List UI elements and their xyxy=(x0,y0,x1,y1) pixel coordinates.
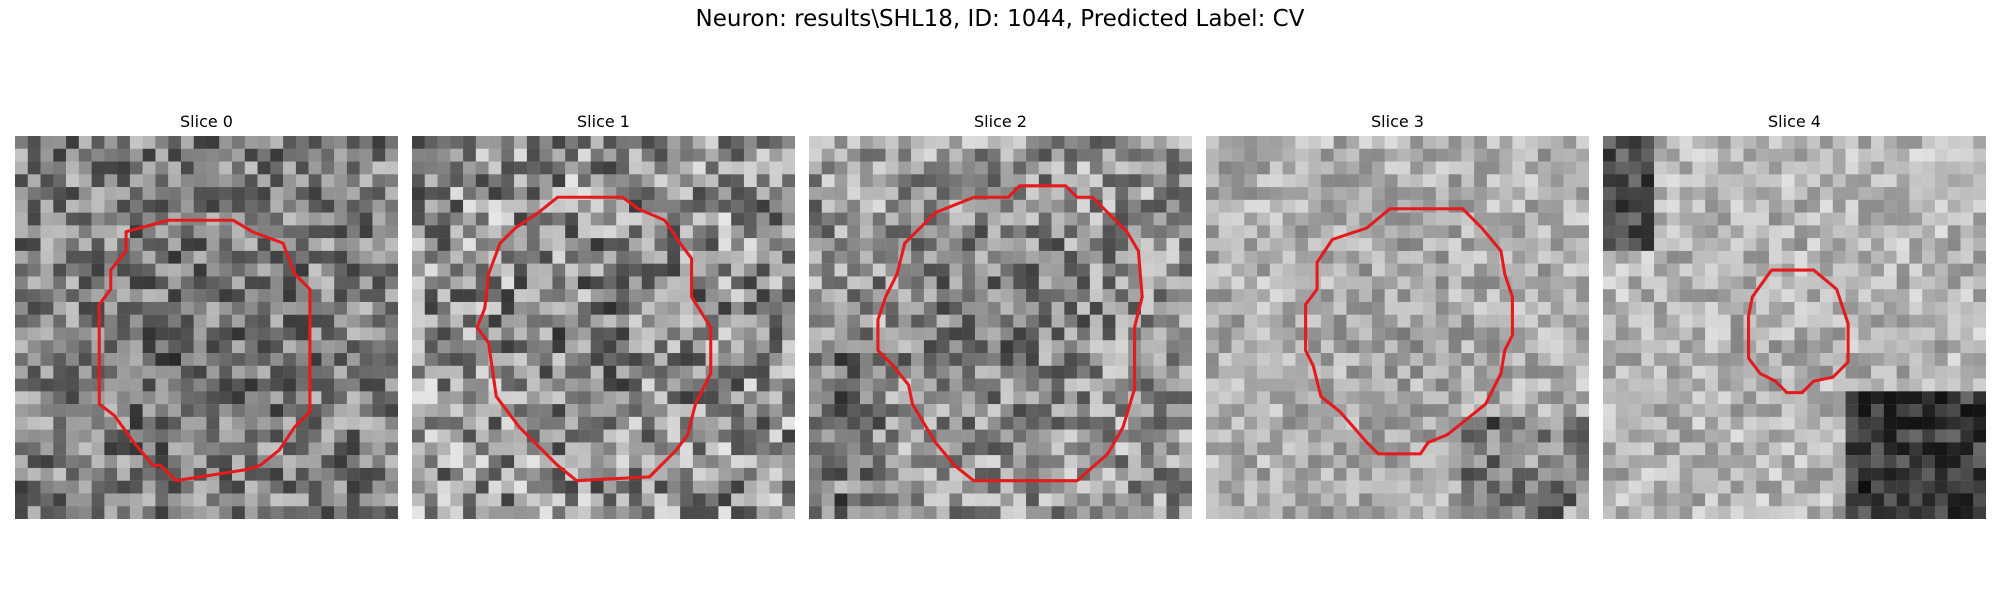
slice-title: Slice 0 xyxy=(180,112,233,131)
slice-panel-2: Slice 2 xyxy=(809,110,1192,519)
slice-image xyxy=(1603,136,1986,519)
em-image-pixels xyxy=(809,136,1192,519)
neuron-contour xyxy=(1304,207,1514,456)
slice-title: Slice 2 xyxy=(974,112,1027,131)
neuron-contour xyxy=(475,195,713,483)
figure-title: Neuron: results\SHL18, ID: 1044, Predict… xyxy=(695,6,1305,32)
em-image-pixels xyxy=(1206,136,1589,519)
neuron-contour xyxy=(97,218,312,483)
slice-title: Slice 3 xyxy=(1371,112,1424,131)
slice-title: Slice 4 xyxy=(1768,112,1821,131)
slice-image xyxy=(1206,136,1589,519)
em-image-pixels xyxy=(1603,136,1986,519)
em-image-pixels xyxy=(15,136,398,519)
slice-panel-3: Slice 3 xyxy=(1206,110,1589,519)
neuron-contour xyxy=(876,184,1144,483)
slice-title: Slice 1 xyxy=(577,112,630,131)
slice-image xyxy=(412,136,795,519)
slice-panel-1: Slice 1 xyxy=(412,110,795,519)
slice-image xyxy=(809,136,1192,519)
em-image-pixels xyxy=(412,136,795,519)
slice-panel-4: Slice 4 xyxy=(1603,110,1986,519)
slice-image xyxy=(15,136,398,519)
slice-panel-0: Slice 0 xyxy=(15,110,398,519)
neuron-contour xyxy=(1747,268,1850,395)
